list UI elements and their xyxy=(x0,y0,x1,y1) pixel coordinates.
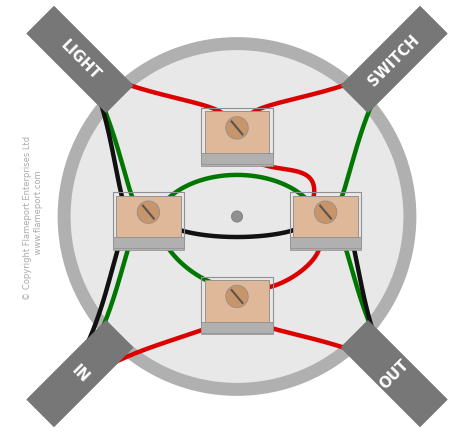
FancyBboxPatch shape xyxy=(340,7,447,114)
FancyBboxPatch shape xyxy=(201,154,273,167)
Circle shape xyxy=(231,211,243,223)
FancyBboxPatch shape xyxy=(340,320,447,427)
Text: OUT: OUT xyxy=(376,356,411,391)
FancyBboxPatch shape xyxy=(116,196,181,238)
Text: © Copyright Flameport Enterprises Ltd
    www.flameport.com: © Copyright Flameport Enterprises Ltd ww… xyxy=(23,135,43,299)
Circle shape xyxy=(226,286,248,308)
Text: OUT: OUT xyxy=(376,356,411,391)
Text: SWITCH: SWITCH xyxy=(365,32,422,89)
FancyBboxPatch shape xyxy=(112,238,184,251)
FancyBboxPatch shape xyxy=(293,196,358,238)
FancyBboxPatch shape xyxy=(27,320,134,427)
Text: LIGHT: LIGHT xyxy=(57,38,103,83)
Circle shape xyxy=(226,117,248,140)
Text: SWITCH: SWITCH xyxy=(365,32,422,89)
FancyBboxPatch shape xyxy=(205,280,269,322)
FancyBboxPatch shape xyxy=(201,154,273,165)
FancyBboxPatch shape xyxy=(201,322,273,335)
Circle shape xyxy=(226,286,248,308)
FancyBboxPatch shape xyxy=(340,320,447,427)
FancyBboxPatch shape xyxy=(340,7,447,114)
FancyBboxPatch shape xyxy=(293,196,358,238)
Circle shape xyxy=(226,117,248,140)
FancyBboxPatch shape xyxy=(27,7,134,114)
FancyBboxPatch shape xyxy=(27,7,134,114)
FancyBboxPatch shape xyxy=(290,238,362,249)
FancyBboxPatch shape xyxy=(27,320,134,427)
Circle shape xyxy=(314,201,337,224)
Text: IN: IN xyxy=(68,362,91,385)
FancyBboxPatch shape xyxy=(201,322,273,333)
Circle shape xyxy=(137,201,160,224)
FancyBboxPatch shape xyxy=(205,112,269,154)
Text: LIGHT: LIGHT xyxy=(57,38,103,83)
FancyBboxPatch shape xyxy=(290,238,362,251)
FancyBboxPatch shape xyxy=(112,238,184,249)
Circle shape xyxy=(314,201,337,224)
FancyBboxPatch shape xyxy=(205,112,269,154)
FancyBboxPatch shape xyxy=(116,196,181,238)
Circle shape xyxy=(58,38,416,396)
Text: IN: IN xyxy=(68,362,91,385)
Circle shape xyxy=(137,201,160,224)
FancyBboxPatch shape xyxy=(205,280,269,322)
Circle shape xyxy=(71,51,403,383)
